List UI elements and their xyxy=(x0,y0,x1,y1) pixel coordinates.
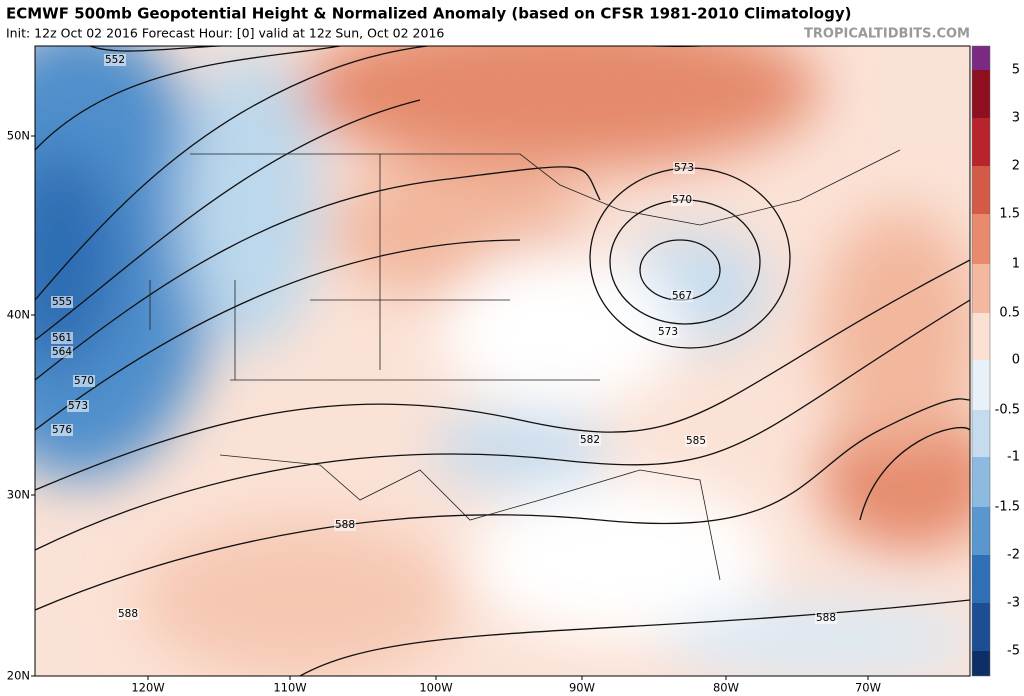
contour-label: 582 xyxy=(580,434,600,446)
contour-label-bg xyxy=(673,162,695,174)
lon-label: 120W xyxy=(131,681,164,695)
contour-label: 585 xyxy=(686,435,706,447)
colorbar-label: 3 xyxy=(1012,111,1020,126)
watermark: TROPICALTIDBITS.COM xyxy=(804,27,970,42)
colorbar-segment xyxy=(972,46,990,70)
colorbar-segment xyxy=(972,651,990,676)
anomaly-shading xyxy=(35,46,970,676)
contour-label-bg xyxy=(815,612,837,624)
contour-label: 588 xyxy=(816,612,836,624)
colorbar-segment xyxy=(972,70,990,118)
colorbar-label: 2 xyxy=(1012,159,1020,174)
contour-label: 564 xyxy=(52,346,72,358)
colorbar-label: -1.5 xyxy=(995,500,1020,515)
lat-label: 30N xyxy=(7,488,30,502)
contour-label: 567 xyxy=(672,290,692,302)
contour-label-bg xyxy=(51,332,73,344)
colorbar-frame xyxy=(971,45,991,677)
lat-label: 20N xyxy=(7,669,30,683)
contour-label: 588 xyxy=(118,608,138,620)
borders xyxy=(149,149,901,581)
colorbar-label: 1.5 xyxy=(999,207,1020,222)
colorbar-segment xyxy=(972,360,990,410)
contour-label-bg xyxy=(685,435,707,447)
contour-label: 555 xyxy=(52,296,72,308)
title: ECMWF 500mb Geopotential Height & Normal… xyxy=(6,5,851,23)
subtitle: Init: 12z Oct 02 2016 Forecast Hour: [0]… xyxy=(6,26,444,41)
colorbar-label: 5 xyxy=(1012,63,1020,78)
colorbar-segment xyxy=(972,264,990,313)
colorbar-label: -2 xyxy=(1007,548,1020,563)
lat-label: 40N xyxy=(7,308,30,322)
colorbar-label: -1 xyxy=(1007,450,1020,465)
contour-label-bg xyxy=(671,194,693,206)
contour-label-bg xyxy=(657,326,679,338)
colorbar-segment xyxy=(972,214,990,264)
contour-label-bg xyxy=(334,519,356,531)
colorbar-segment xyxy=(972,118,990,166)
contour-label-bg xyxy=(51,296,73,308)
colorbar-segment xyxy=(972,410,990,457)
map-frame xyxy=(34,45,971,677)
colorbar-label: 0 xyxy=(1012,353,1020,368)
lon-label: 110W xyxy=(273,681,306,695)
colorbar-segment xyxy=(972,507,990,555)
contour-label-bg xyxy=(104,54,126,66)
contour-label: 573 xyxy=(658,326,678,338)
colorbar-label: -5 xyxy=(1007,644,1020,659)
contour-label: 570 xyxy=(672,194,692,206)
colorbar-segment xyxy=(972,313,990,360)
colorbar-segment xyxy=(972,166,990,214)
colorbar-label: -0.5 xyxy=(995,403,1020,418)
lon-label: 80W xyxy=(713,681,739,695)
contour-label-bg xyxy=(117,608,139,620)
colorbar-label: -3 xyxy=(1007,596,1020,611)
contour-label-bg xyxy=(67,400,89,412)
contour-label: 552 xyxy=(105,54,125,66)
lon-label: 90W xyxy=(569,681,595,695)
colorbar-label: 1 xyxy=(1012,257,1020,272)
map xyxy=(35,46,970,676)
contour-label: 570 xyxy=(74,375,94,387)
contour-label: 561 xyxy=(52,332,72,344)
contour-label-bg xyxy=(73,375,95,387)
contour-label-bg xyxy=(51,346,73,358)
contour-label: 588 xyxy=(335,519,355,531)
contour-label: 576 xyxy=(52,424,72,436)
colorbar-label: 0.5 xyxy=(999,306,1020,321)
contour-label: 573 xyxy=(674,162,694,174)
contour-label-bg xyxy=(51,424,73,436)
contour-label: 573 xyxy=(68,400,88,412)
contour-label-bg xyxy=(579,434,601,446)
lon-label: 70W xyxy=(855,681,881,695)
colorbar-segment xyxy=(972,603,990,651)
lat-label: 50N xyxy=(7,129,30,143)
colorbar-segment xyxy=(972,457,990,507)
colorbar-segment xyxy=(972,555,990,603)
contour-label-bg xyxy=(671,290,693,302)
lon-label: 100W xyxy=(419,681,452,695)
